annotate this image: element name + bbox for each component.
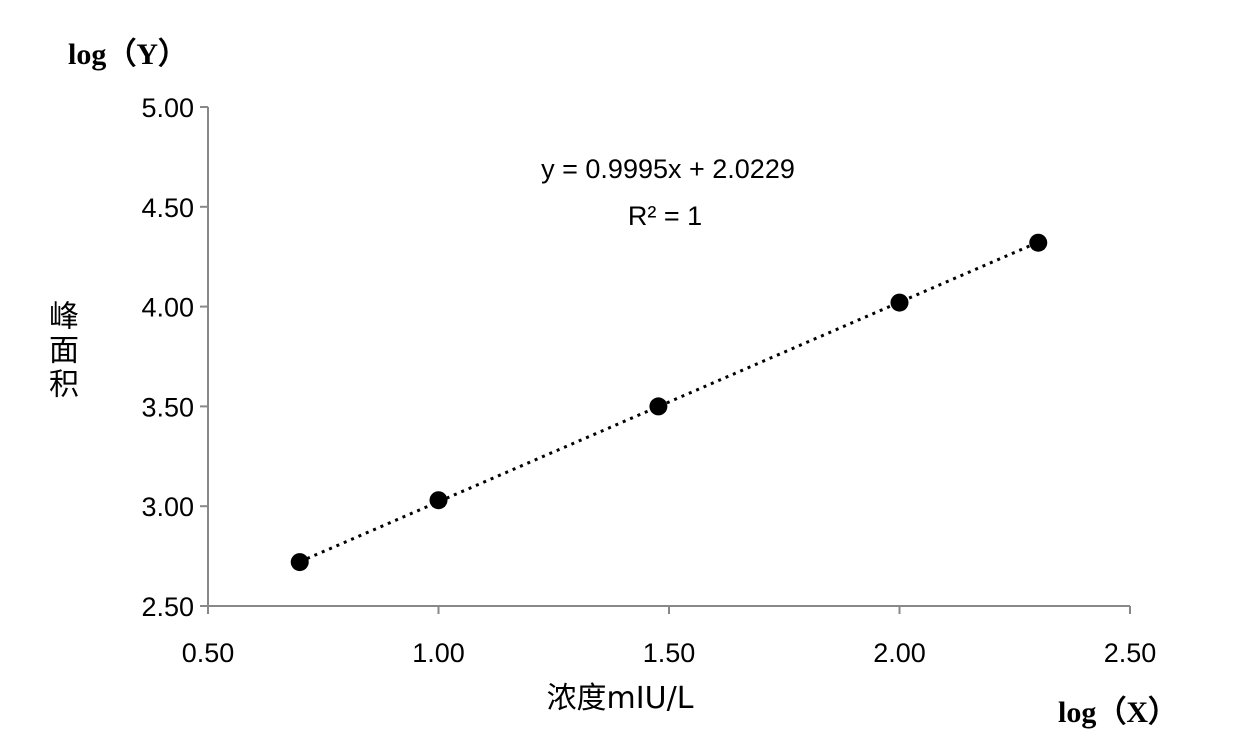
y-axis-note: log（Y） [68, 37, 188, 71]
x-tick-label: 0.50 [182, 638, 235, 668]
x-tick-label: 1.50 [643, 638, 696, 668]
x-tick-label: 1.00 [412, 638, 465, 668]
x-axis-title: 浓度mIU/L [547, 681, 694, 716]
chart: 2.50 3.00 3.50 4.00 4.50 5.00 0.50 1.00 1.50 2.00… [0, 0, 1240, 750]
trendline [300, 242, 1039, 562]
y-tick-label: 5.00 [141, 93, 194, 123]
y-tick-label: 4.50 [141, 193, 194, 223]
y-axis-title: 峰面积 [42, 300, 78, 402]
y-tick-label: 3.00 [141, 492, 194, 522]
trendline-path [300, 242, 1039, 562]
data-point [1029, 234, 1047, 252]
data-point [649, 397, 667, 415]
data-point [430, 491, 448, 509]
equation-label: y = 0.9995x + 2.0229 [541, 154, 795, 184]
x-axis-note: log（X） [1058, 695, 1178, 729]
data-point [891, 294, 909, 312]
x-tick-label: 2.50 [1104, 638, 1157, 668]
y-tick-label: 4.00 [141, 293, 194, 323]
r2-label: R² = 1 [628, 201, 702, 231]
x-tick-label: 2.00 [873, 638, 926, 668]
y-tick-label: 3.50 [141, 392, 194, 422]
y-tick-label: 2.50 [141, 592, 194, 622]
data-point [291, 553, 309, 571]
